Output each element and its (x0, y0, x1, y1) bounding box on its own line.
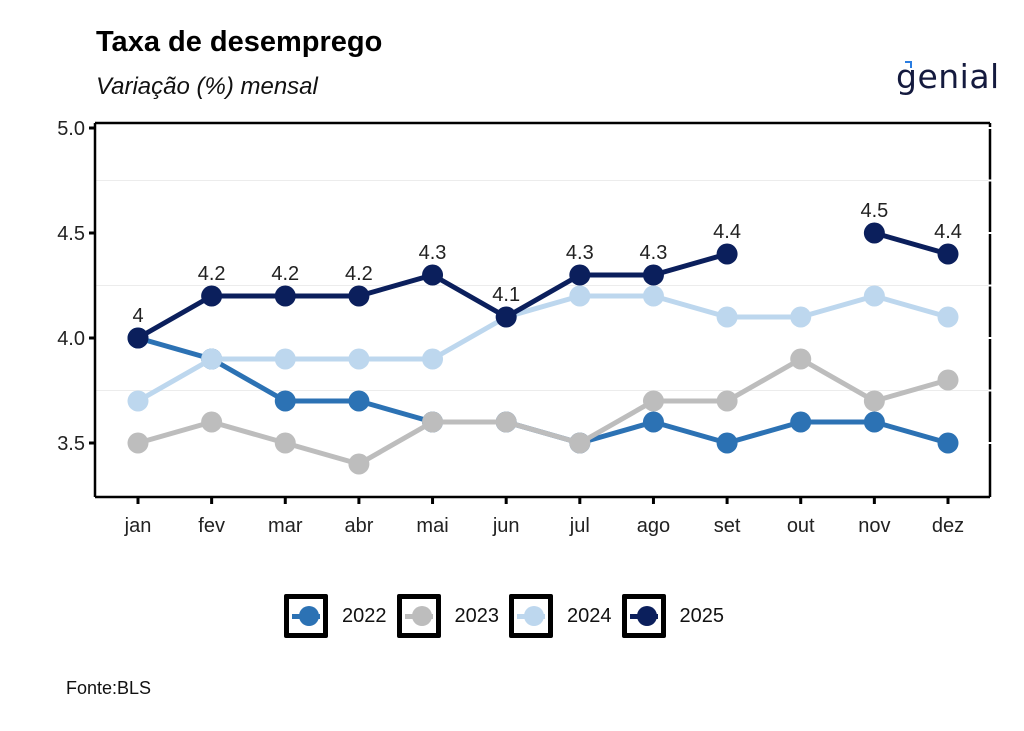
series-2024 (127, 285, 959, 412)
x-tick-label: jun (492, 515, 520, 537)
chart-title: Taxa de desemprego (96, 26, 383, 58)
logo-text: genial (896, 57, 1000, 96)
data-point-2023 (716, 390, 738, 412)
series-2025 (127, 222, 959, 349)
chart-subtitle: Variação (%) mensal (96, 73, 318, 100)
series-line-2024 (135, 293, 951, 404)
data-point-2025 (495, 306, 517, 328)
series-line-2025 (871, 230, 951, 257)
data-label: 4.3 (566, 242, 594, 264)
legend-label: 2024 (567, 604, 612, 627)
data-point-2022 (274, 390, 296, 412)
data-label: 4.1 (492, 284, 520, 306)
data-point-2024 (201, 348, 223, 370)
legend-key-2023 (396, 594, 441, 638)
x-tick-label: ago (637, 515, 670, 537)
x-tick-label: nov (858, 515, 890, 537)
data-point-2025 (274, 285, 296, 307)
data-point-2023 (642, 390, 664, 412)
data-point-2025 (127, 327, 149, 349)
data-point-2025 (569, 264, 591, 286)
data-point-2024 (642, 285, 664, 307)
x-tick-label: mar (268, 515, 303, 537)
y-tick-label: 4.5 (57, 223, 85, 245)
data-label: 4.2 (271, 263, 299, 285)
x-tick-label: out (787, 515, 815, 537)
data-label: 4.2 (198, 263, 226, 285)
data-point-2024 (422, 348, 444, 370)
grid-lines (95, 180, 990, 391)
legend: 2022 2023 2024 2025 (284, 594, 734, 638)
data-point-2024 (937, 306, 959, 328)
x-tick-label: jul (569, 515, 590, 537)
data-point-2024 (863, 285, 885, 307)
data-point-2023 (348, 453, 370, 475)
legend-item-2025[interactable]: 2025 (621, 594, 725, 638)
data-point-2023 (274, 432, 296, 454)
y-tick-label: 5.0 (57, 118, 85, 140)
series-2023 (127, 348, 959, 475)
data-label: 4.2 (345, 263, 373, 285)
series-line-2023 (135, 356, 951, 467)
genial-logo: genial (896, 57, 1000, 96)
legend-label: 2023 (454, 604, 500, 627)
data-point-2023 (569, 432, 591, 454)
x-tick-label: abr (344, 515, 373, 537)
data-point-2024 (274, 348, 296, 370)
data-point-2023 (863, 390, 885, 412)
data-label: 4 (132, 305, 143, 327)
data-point-2023 (422, 411, 444, 433)
legend-item-2024[interactable]: 2024 (509, 594, 612, 638)
data-point-2024 (348, 348, 370, 370)
y-tick-label: 4.0 (57, 328, 85, 350)
data-point-2022 (716, 432, 738, 454)
data-point-2024 (127, 390, 149, 412)
data-point-2022 (937, 432, 959, 454)
data-point-2025 (422, 264, 444, 286)
data-point-2023 (937, 369, 959, 391)
data-label: 4.4 (934, 221, 962, 243)
legend-key-2024 (509, 594, 553, 638)
series-layer (127, 222, 959, 475)
legend-label: 2022 (342, 604, 387, 627)
x-tick-label: set (714, 515, 741, 537)
data-point-2024 (569, 285, 591, 307)
data-point-2023 (127, 432, 149, 454)
data-point-2022 (642, 411, 664, 433)
data-point-2024 (716, 306, 738, 328)
legend-item-2023[interactable]: 2023 (396, 594, 500, 638)
x-tick-label: jan (124, 515, 152, 537)
source-note: Fonte:BLS (66, 678, 152, 698)
data-point-2023 (790, 348, 812, 370)
data-point-2022 (790, 411, 812, 433)
data-point-2025 (716, 243, 738, 265)
legend-label: 2025 (679, 604, 725, 627)
data-point-2022 (348, 390, 370, 412)
data-point-2024 (790, 306, 812, 328)
data-point-2025 (348, 285, 370, 307)
data-point-2023 (495, 411, 517, 433)
data-point-2025 (201, 285, 223, 307)
x-tick-label: fev (198, 515, 225, 537)
x-tick-label: dez (932, 515, 964, 537)
y-tick-label: 3.5 (57, 433, 85, 455)
data-label: 4.3 (640, 242, 668, 264)
data-label: 4.3 (419, 242, 447, 264)
data-point-2025 (642, 264, 664, 286)
data-point-2023 (201, 411, 223, 433)
data-label: 4.4 (713, 221, 741, 243)
data-label: 4.5 (860, 200, 888, 222)
legend-item-2022[interactable]: 2022 (284, 594, 387, 638)
data-labels-layer: 4 4.2 4.2 4.2 4.3 4.1 4.3 4.3 4.4 4.5 4.4 (132, 200, 961, 327)
data-point-2025 (937, 243, 959, 265)
legend-key-2025 (621, 594, 666, 638)
data-point-2022 (863, 411, 885, 433)
data-point-2025 (863, 222, 885, 244)
legend-key-2022 (284, 594, 328, 638)
axes: 3.5 4.0 4.5 5.0 jan fev mar abr mai jun jul ago set o… (57, 118, 992, 537)
logo-accent-icon (905, 61, 912, 68)
x-tick-label: mai (416, 515, 448, 537)
